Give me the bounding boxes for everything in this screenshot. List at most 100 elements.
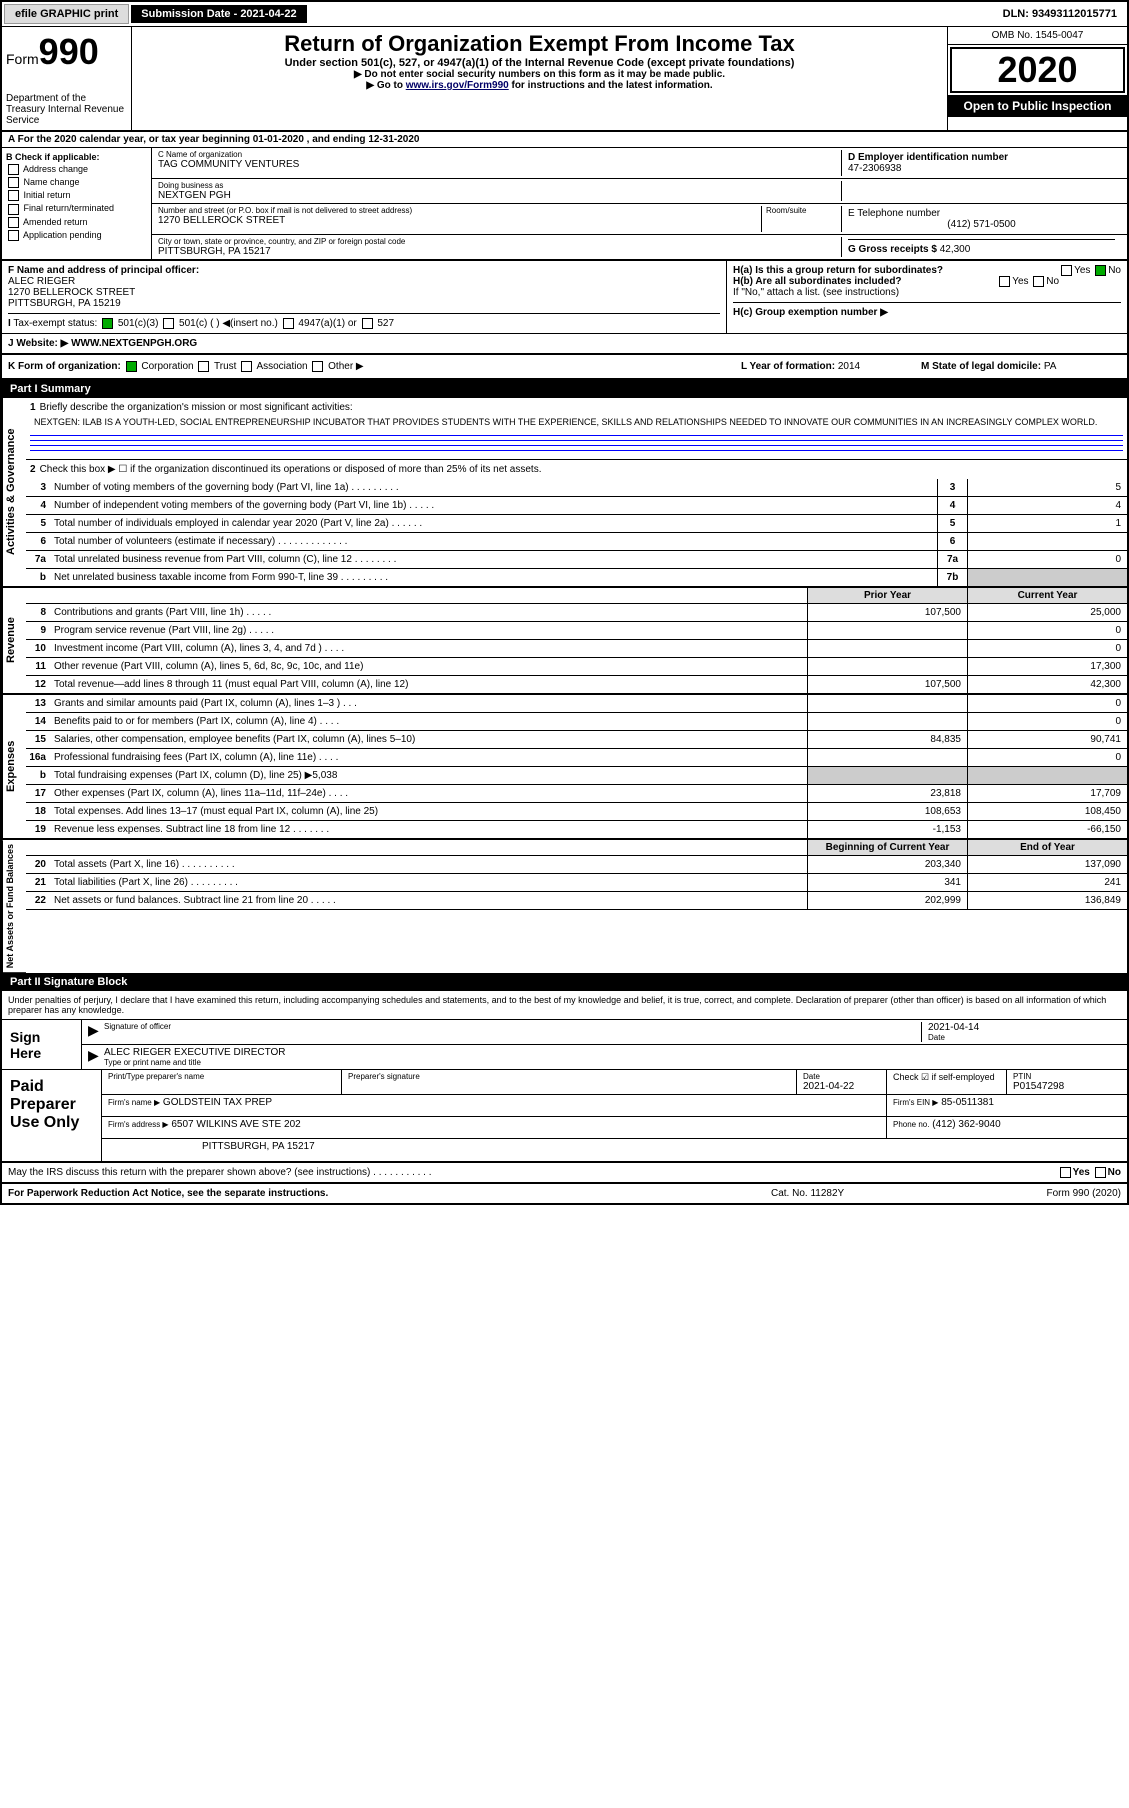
- subtitle-3: ▶ Go to www.irs.gov/Form990 for instruct…: [136, 80, 943, 91]
- l16a-desc: Professional fundraising fees (Part IX, …: [50, 750, 807, 765]
- form-label: Form: [6, 51, 39, 67]
- firm-addr: 6507 WILKINS AVE STE 202: [171, 1119, 300, 1130]
- discuss-no[interactable]: [1095, 1167, 1106, 1178]
- discuss-row: May the IRS discuss this return with the…: [2, 1163, 1127, 1184]
- gross-label: G Gross receipts $: [848, 244, 937, 255]
- l3-val: 5: [967, 479, 1127, 496]
- hb-note: If "No," attach a list. (see instruction…: [733, 287, 1121, 298]
- cb-assoc[interactable]: [241, 361, 252, 372]
- subtitle-1: Under section 501(c), 527, or 4947(a)(1)…: [136, 57, 943, 69]
- dept-label: Department of the Treasury Internal Reve…: [6, 93, 127, 126]
- tel: (412) 571-0500: [848, 219, 1115, 230]
- cb-initial[interactable]: Initial return: [6, 190, 147, 201]
- l11-desc: Other revenue (Part VIII, column (A), li…: [50, 659, 807, 674]
- l4-val: 4: [967, 497, 1127, 514]
- l6-desc: Total number of volunteers (estimate if …: [50, 534, 937, 549]
- officer-name-title: ALEC RIEGER EXECUTIVE DIRECTOR: [104, 1047, 1121, 1058]
- row-a: A For the 2020 calendar year, or tax yea…: [2, 132, 1127, 148]
- hb-yes[interactable]: [999, 276, 1010, 287]
- l20-v1: 203,340: [807, 856, 967, 873]
- cb-trust[interactable]: [198, 361, 209, 372]
- open-public: Open to Public Inspection: [948, 95, 1127, 117]
- firm-phone: (412) 362-9040: [932, 1119, 1000, 1130]
- l19-v2: -66,150: [967, 821, 1127, 838]
- tel-label: E Telephone number: [848, 208, 1115, 219]
- discuss-yes[interactable]: [1060, 1167, 1071, 1178]
- ptin-label: PTIN: [1013, 1072, 1121, 1081]
- cb-other[interactable]: [312, 361, 323, 372]
- cb-501c3[interactable]: [102, 318, 113, 329]
- phone-label: Phone no.: [893, 1120, 929, 1129]
- submission-date: Submission Date - 2021-04-22: [131, 5, 306, 23]
- f-label: F Name and address of principal officer:: [8, 265, 720, 276]
- l10-v2: 0: [967, 640, 1127, 657]
- org-name: TAG COMMUNITY VENTURES: [158, 159, 841, 170]
- current-year-header: Current Year: [967, 588, 1127, 603]
- form-title: Return of Organization Exempt From Incom…: [136, 31, 943, 57]
- l5-val: 1: [967, 515, 1127, 532]
- section-b: B Check if applicable: Address change Na…: [2, 148, 152, 259]
- street-label: Number and street (or P.O. box if mail i…: [158, 206, 761, 215]
- cb-corp[interactable]: [126, 361, 137, 372]
- l16b-desc: Total fundraising expenses (Part IX, col…: [50, 768, 807, 783]
- cb-amended[interactable]: Amended return: [6, 217, 147, 228]
- l21-v2: 241: [967, 874, 1127, 891]
- l18-v1: 108,653: [807, 803, 967, 820]
- l16a-v2: 0: [967, 749, 1127, 766]
- dba-label: Doing business as: [158, 181, 841, 190]
- vert-revenue: Revenue: [2, 588, 26, 694]
- room-label: Room/suite: [766, 206, 841, 215]
- cb-501c[interactable]: [163, 318, 174, 329]
- city: PITTSBURGH, PA 15217: [158, 246, 841, 257]
- efile-btn[interactable]: efile GRAPHIC print: [4, 4, 129, 24]
- l8-desc: Contributions and grants (Part VIII, lin…: [50, 605, 807, 620]
- ha-no[interactable]: [1095, 265, 1106, 276]
- l21-desc: Total liabilities (Part X, line 26) . . …: [50, 875, 807, 890]
- begin-year-header: Beginning of Current Year: [807, 840, 967, 855]
- form-num: 990: [39, 31, 99, 72]
- l12-v1: 107,500: [807, 676, 967, 693]
- l17-desc: Other expenses (Part IX, column (A), lin…: [50, 786, 807, 801]
- cb-4947[interactable]: [283, 318, 294, 329]
- cb-527[interactable]: [362, 318, 373, 329]
- firm-ein-label: Firm's EIN ▶: [893, 1098, 938, 1107]
- l7b-desc: Net unrelated business taxable income fr…: [50, 570, 937, 585]
- cb-pending[interactable]: Application pending: [6, 230, 147, 241]
- hc: H(c) Group exemption number ▶: [733, 302, 1121, 318]
- penalty-text: Under penalties of perjury, I declare th…: [2, 991, 1127, 1020]
- l11-v2: 17,300: [967, 658, 1127, 675]
- l5-desc: Total number of individuals employed in …: [50, 516, 937, 531]
- l10-v1: [807, 640, 967, 657]
- end-year-header: End of Year: [967, 840, 1127, 855]
- form-number: Form990: [6, 31, 127, 73]
- website: WWW.NEXTGENPGH.ORG: [71, 338, 197, 349]
- gross: 42,300: [940, 244, 971, 255]
- firm-name: GOLDSTEIN TAX PREP: [163, 1097, 272, 1108]
- street: 1270 BELLEROCK STREET: [158, 215, 761, 226]
- dln: DLN: 93493112015771: [993, 5, 1127, 23]
- l17-v1: 23,818: [807, 785, 967, 802]
- sign-here-label: Sign Here: [2, 1020, 82, 1069]
- l18-v2: 108,450: [967, 803, 1127, 820]
- type-label: Type or print name and title: [104, 1058, 1121, 1067]
- prep-date: 2021-04-22: [803, 1081, 880, 1092]
- cb-name[interactable]: Name change: [6, 177, 147, 188]
- cb-address[interactable]: Address change: [6, 164, 147, 175]
- footer-mid: Cat. No. 11282Y: [771, 1188, 971, 1199]
- l12-desc: Total revenue—add lines 8 through 11 (mu…: [50, 677, 807, 692]
- vert-expenses: Expenses: [2, 695, 26, 839]
- l16b-v2: [967, 767, 1127, 784]
- cb-final[interactable]: Final return/terminated: [6, 203, 147, 214]
- hb-no[interactable]: [1033, 276, 1044, 287]
- firm-name-label: Firm's name ▶: [108, 1098, 160, 1107]
- l19-desc: Revenue less expenses. Subtract line 18 …: [50, 822, 807, 837]
- k-right: M State of legal domicile: PA: [921, 361, 1121, 372]
- l15-desc: Salaries, other compensation, employee b…: [50, 732, 807, 747]
- l13-v2: 0: [967, 695, 1127, 712]
- top-bar: efile GRAPHIC print Submission Date - 20…: [2, 2, 1127, 27]
- irs-link[interactable]: www.irs.gov/Form990: [406, 80, 509, 91]
- ein: 47-2306938: [848, 163, 1115, 174]
- l21-v1: 341: [807, 874, 967, 891]
- l15-v1: 84,835: [807, 731, 967, 748]
- ha-yes[interactable]: [1061, 265, 1072, 276]
